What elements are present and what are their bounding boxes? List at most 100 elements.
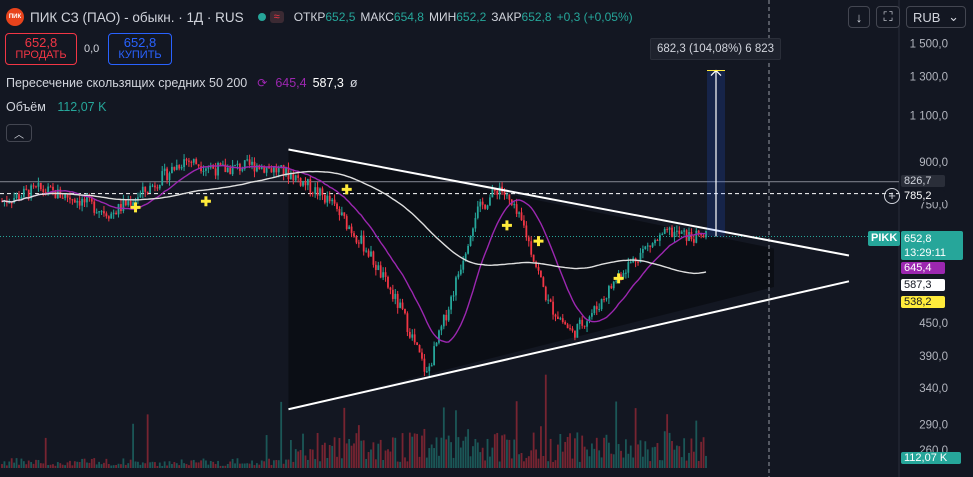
- volume-bar: [321, 444, 324, 468]
- candle-body: [141, 186, 144, 193]
- volume-bar: [430, 444, 433, 468]
- volume-bar: [440, 437, 443, 468]
- candle-body: [561, 318, 564, 322]
- candle-body: [678, 230, 681, 234]
- candle-body: [491, 188, 494, 198]
- volume-bar: [576, 432, 579, 468]
- candle-body: [258, 165, 261, 169]
- candle-body: [629, 262, 632, 264]
- volume-bar: [333, 437, 336, 468]
- candle-body: [624, 272, 627, 274]
- candle-body: [32, 185, 35, 187]
- candle-body: [683, 230, 686, 232]
- volume-bar: [666, 414, 669, 468]
- volume-bar: [139, 464, 142, 468]
- volume-bar: [564, 441, 567, 468]
- wave-icon[interactable]: ≈: [269, 11, 284, 23]
- download-icon[interactable]: ↓: [848, 6, 870, 28]
- candle-body: [520, 212, 523, 221]
- candle-body: [423, 358, 426, 372]
- candle-body: [289, 174, 292, 180]
- candle-body: [311, 192, 314, 194]
- candle-body: [66, 194, 69, 198]
- candle-body: [493, 188, 496, 191]
- volume-bar: [190, 460, 193, 468]
- candle-body: [268, 167, 270, 169]
- candle-body: [484, 204, 486, 209]
- volume-bar: [120, 464, 122, 468]
- sell-button[interactable]: 652,8 ПРОДАТЬ: [5, 33, 77, 65]
- volume-bar: [336, 456, 338, 468]
- volume-bar: [523, 461, 525, 468]
- candle-body: [387, 276, 389, 288]
- volume-bar: [348, 438, 351, 468]
- volume-bar: [668, 432, 671, 468]
- volume-bar: [610, 453, 613, 468]
- volume-bar: [695, 420, 698, 468]
- volume-bar: [506, 439, 508, 468]
- symbol-title[interactable]: ПИК СЗ (ПАО) - обыкн. · 1Д · RUS: [30, 9, 244, 25]
- candle-body: [306, 179, 309, 186]
- candle-body: [644, 246, 647, 249]
- volume-bar: [5, 465, 8, 468]
- candle-body: [622, 272, 625, 278]
- volume-bar: [457, 437, 460, 468]
- candle-body: [627, 262, 630, 273]
- collapse-legend-button[interactable]: ︿: [6, 124, 32, 142]
- candle-body: [161, 171, 164, 186]
- candle-body: [270, 168, 273, 173]
- candle-body: [255, 165, 258, 172]
- candle-body: [498, 186, 501, 195]
- candle-body: [287, 167, 290, 180]
- candle-body: [212, 166, 215, 169]
- candle-body: [583, 325, 586, 327]
- candle-body: [27, 189, 30, 199]
- volume-bar: [557, 444, 559, 468]
- fullscreen-icon[interactable]: ⛶: [876, 6, 900, 28]
- volume-bar: [374, 459, 377, 468]
- volume-bar: [132, 423, 134, 468]
- candle-body: [654, 240, 656, 244]
- volume-bar: [384, 450, 387, 468]
- candle-body: [663, 228, 666, 234]
- candle-body: [656, 240, 659, 242]
- add-alert-icon[interactable]: +: [884, 188, 900, 204]
- volume-bar: [632, 457, 635, 468]
- ma50-line: [1, 164, 707, 343]
- candle-body: [496, 190, 499, 195]
- volume-bar: [413, 433, 416, 468]
- company-logo: ПИК: [6, 8, 24, 26]
- candle-body: [299, 177, 302, 186]
- candle-body: [234, 164, 236, 166]
- volume-bar: [280, 401, 283, 468]
- volume-bar: [137, 461, 139, 468]
- spread-value: 0,0: [84, 43, 100, 55]
- candle-body: [646, 245, 649, 247]
- price-label-ma50: 645,4: [901, 262, 945, 274]
- candle-body: [272, 167, 275, 173]
- volume-legend[interactable]: Объём 112,07 K: [6, 100, 106, 114]
- volume-bar: [433, 448, 436, 468]
- volume-bar: [22, 461, 25, 468]
- volume-bar: [39, 463, 42, 468]
- volume-bar: [357, 425, 360, 468]
- volume-bar: [234, 463, 236, 468]
- volume-bar: [549, 438, 552, 468]
- volume-bar: [292, 461, 295, 468]
- volume-bar: [464, 436, 467, 468]
- volume-bar: [683, 438, 686, 468]
- candle-body: [217, 163, 219, 176]
- candle-body: [192, 159, 195, 163]
- volume-bar: [411, 436, 414, 468]
- candle-body: [294, 175, 297, 181]
- volume-bar: [680, 457, 683, 468]
- volume-bar: [479, 452, 482, 468]
- candle-body: [263, 166, 266, 173]
- currency-select[interactable]: RUB ⌄: [906, 6, 966, 28]
- chevron-down-icon: ⌄: [948, 9, 959, 24]
- ma-cross-legend[interactable]: Пересечение скользящих средних 50 200 ⟳ …: [6, 76, 358, 90]
- candle-body: [236, 163, 239, 165]
- candle-body: [83, 198, 86, 203]
- buy-button[interactable]: 652,8 КУПИТЬ: [108, 33, 172, 65]
